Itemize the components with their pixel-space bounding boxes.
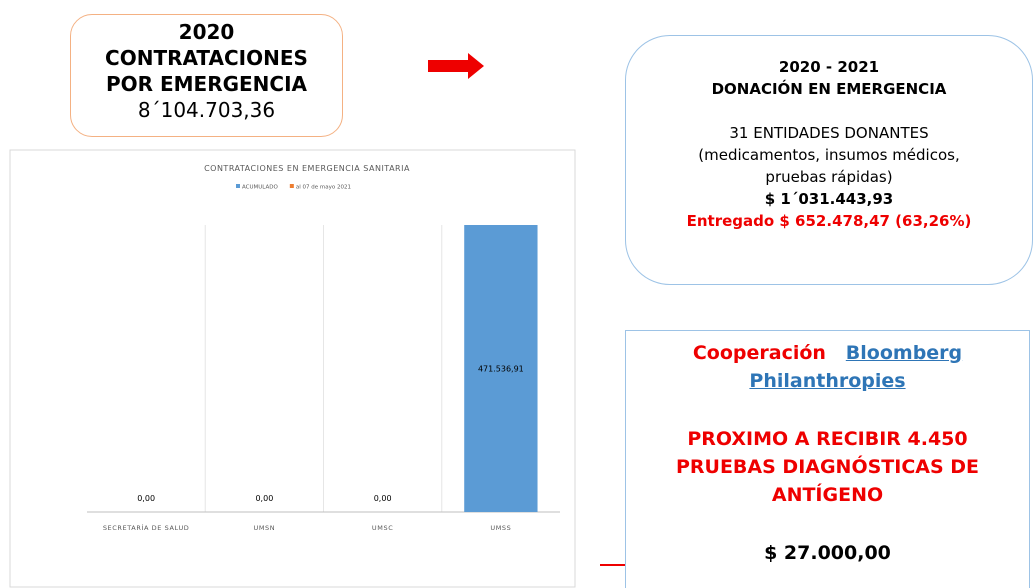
line: PRUEBAS DIAGNÓSTICAS DE [675,456,980,478]
amount: $ 27.000,00 [764,542,891,564]
legend-label: al 07 de mayo 2021 [296,185,351,191]
chart-title: CONTRATACIONES EN EMERGENCIA SANITARIA [204,164,410,173]
line: CONTRATACIONES [105,46,308,70]
delivered: Entregado $ 652.478,47 (63,26%) [686,212,972,230]
x-tick-label: UMSS [490,524,511,532]
coop: Cooperación [692,342,826,364]
x-tick-label: SECRETARÍA DE SALUD [103,523,190,532]
amount: 8´104.703,36 [137,98,276,122]
subtitle: DONACIÓN EN EMERGENCIA [711,80,947,98]
legend-label: ACUMULADO [242,185,278,191]
title: 2020 - 2021 [778,58,880,76]
value-label: 0,00 [255,494,273,503]
line: POR EMERGENCIA [105,72,308,96]
box-right: 2020 - 2021 DONACIÓN EN EMERGENCIA 31 EN… [625,35,1033,285]
value-label: 0,00 [374,494,392,503]
x-tick-label: UMSN [253,524,275,532]
legend-swatch [236,184,240,188]
amount: $ 1´031.443,93 [764,190,894,208]
bar [464,225,538,512]
line: (medicamentos, insumos médicos, [698,146,960,164]
value-label: 471.536,91 [478,365,524,374]
line: PROXIMO A RECIBIR 4.450 [687,428,968,450]
x-tick-label: UMSC [372,524,393,532]
legend-swatch [289,184,294,188]
line: ANTÍGENO [771,484,884,506]
box-left: 2020 CONTRATACIONES POR EMERGENCIA 8´104… [70,14,343,137]
arrow [428,53,484,79]
box-bottom: Cooperación Bloomberg Philanthropies PRO… [625,330,1030,588]
value-label: 0,00 [137,494,155,503]
line: 31 ENTIDADES DONANTES [729,124,929,142]
year: 2020 [178,20,235,44]
link[interactable]: Bloomberg [845,342,963,364]
line: pruebas rápidas) [765,168,893,186]
link[interactable]: Philanthropies [749,370,906,392]
